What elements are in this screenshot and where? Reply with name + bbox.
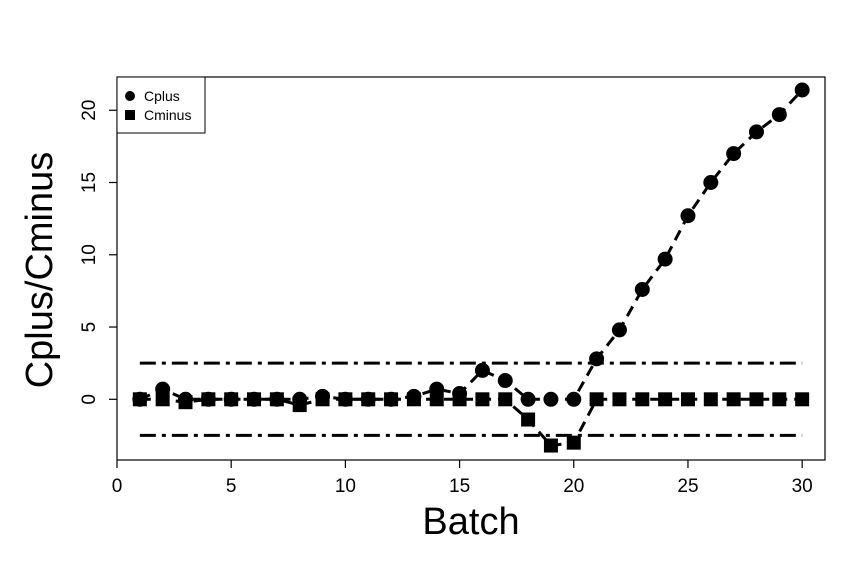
legend: Cplus Cminus [116,76,206,134]
cminus-point [612,392,627,407]
legend-cminus-label: Cminus [144,107,191,123]
x-axis-title: Batch [422,501,519,543]
cminus-point [680,392,695,407]
cminus-point [224,392,239,407]
y-tick-label: 5 [79,322,100,333]
cminus-point [406,392,421,407]
legend-cplus-marker [125,91,135,101]
cplus-point [520,391,536,407]
cplus-point [794,82,810,98]
cminus-point [703,392,718,407]
cminus-point [132,392,147,407]
cminus-point [726,392,741,407]
cminus-point [178,395,193,410]
y-tick-label: 15 [79,172,100,193]
cminus-point [269,392,284,407]
cplus-point [703,175,719,191]
legend-cplus-label: Cplus [144,88,180,104]
y-axis-title: Cplus/Cminus [19,152,61,389]
cminus-point [201,392,216,407]
cplus-point [634,281,650,297]
x-tick-label: 5 [226,476,237,497]
cminus-point [475,392,490,407]
cplus-line [139,88,804,401]
cminus-point [566,435,581,450]
cminus-point [384,392,399,407]
cplus-point [680,208,696,224]
cminus-point [635,392,650,407]
cminus-point [292,398,307,413]
cminus-line [139,397,803,448]
cminus-point [361,392,376,407]
y-tick-label: 0 [79,394,100,405]
cplus-point [589,351,605,367]
control-limit-lines [139,361,803,437]
cminus-point [749,392,764,407]
cminus-point [543,438,558,453]
cminus-point [155,392,170,407]
cplus-point [497,373,513,389]
cminus-point [247,392,262,407]
cplus-point [657,251,673,267]
cminus-point [658,392,673,407]
x-tick-label: 25 [677,476,698,497]
legend-box [116,76,206,134]
y-axis: 0 5 10 15 20 [79,100,117,405]
y-tick-label: 20 [79,100,100,121]
cplus-point [543,391,559,407]
cplus-point [726,146,742,162]
cminus-point [338,392,353,407]
cminus-point [521,412,536,427]
x-tick-label: 0 [112,476,123,497]
x-axis: 0 5 10 15 20 25 30 [112,460,813,497]
cminus-point [795,392,810,407]
series-lines [139,88,804,448]
series-points [132,82,810,453]
y-tick-label: 10 [79,244,100,265]
cplus-point [474,362,490,378]
cminus-point [429,392,444,407]
cplus-point [566,391,582,407]
cminus-point [589,392,604,407]
x-tick-label: 30 [792,476,813,497]
plot-frame [116,76,826,461]
x-tick-label: 10 [335,476,356,497]
cplus-point [771,107,787,123]
cminus-point [315,392,330,407]
cplus-point [611,322,627,338]
cminus-point [772,392,787,407]
cminus-point [498,392,513,407]
x-tick-label: 20 [563,476,584,497]
cminus-point [452,392,467,407]
legend-cminus-marker [125,110,135,120]
x-tick-label: 15 [449,476,470,497]
cplus-point [748,124,764,140]
